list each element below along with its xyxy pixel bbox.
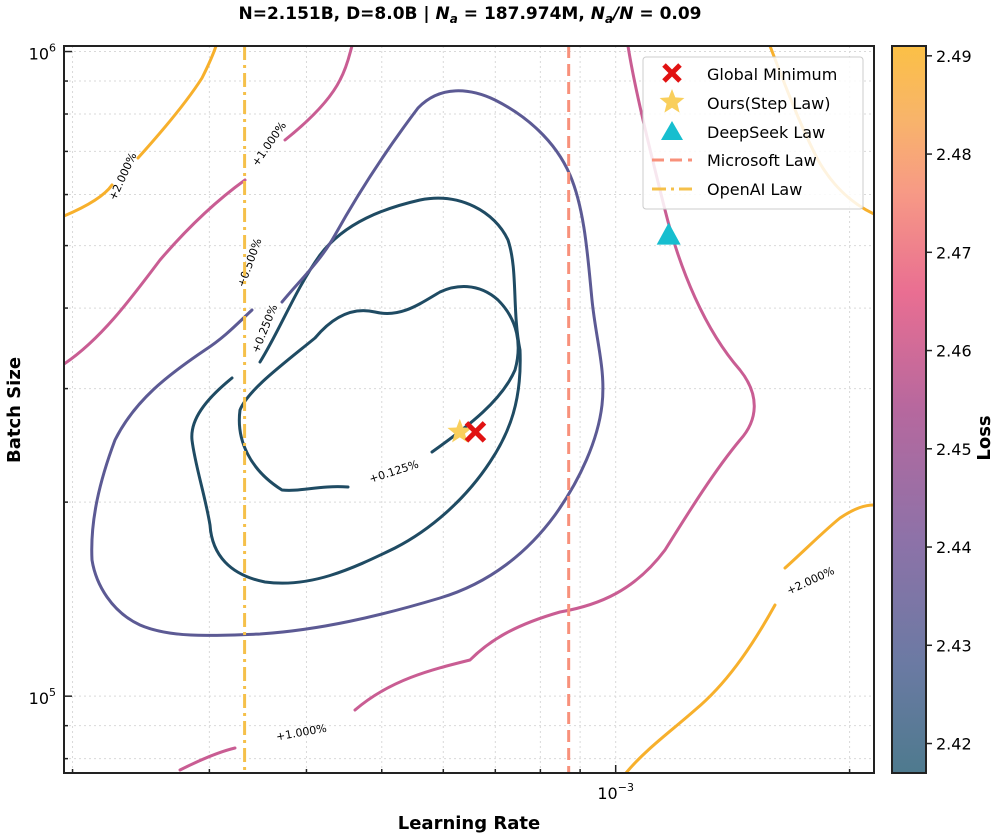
contour-05 [90,89,605,637]
contour-label-05: +0.500% [235,237,265,290]
legend-item-microsoft: Microsoft Law [652,151,817,170]
legend-label: DeepSeek Law [707,123,825,142]
chart-title: N=2.151B, D=8.0B | Na = 187.974M, Na/N =… [238,4,701,26]
contour-025 [190,196,522,585]
colorbar-tick-label: 2.47 [936,243,972,262]
legend-item-openai: OpenAI Law [652,180,802,199]
legend-item-deepseek: DeepSeek Law [661,121,825,142]
contour-label-0125: +0.125% [368,458,421,486]
contour-label-1: +1.000% [249,119,289,168]
y-tick-label: 105 [29,686,56,708]
colorbar-tick-label: 2.43 [936,636,972,655]
triangle-icon [656,222,681,245]
legend-box [642,56,864,210]
legend-label: Global Minimum [707,65,837,84]
contour-2 [136,46,218,160]
colorbar-ticks: 2.42 2.43 2.44 2.45 2.46 2.47 2.48 2.49 [926,47,972,754]
contour-2 [624,603,777,773]
colorbar-tick-label: 2.44 [936,538,972,557]
colorbar-tick-label: 2.48 [936,145,972,164]
contour-1 [64,178,247,366]
legend: Global Minimum Ours(Step Law) DeepSeek L… [642,56,864,210]
x-tick-label: 10−3 [597,781,634,803]
colorbar-tick-label: 2.46 [936,342,972,361]
y-axis-label: Batch Size [4,357,25,463]
contour-1 [178,746,237,772]
legend-label: Microsoft Law [707,151,817,170]
contour-2 [783,503,874,570]
plot-area [63,45,875,774]
deepseek-law-marker [656,222,681,245]
star-icon [659,89,685,113]
contour-2 [64,183,114,218]
x-axis-label: Learning Rate [398,813,540,834]
triangle-icon [661,121,683,140]
legend-item-global-minimum: Global Minimum [662,63,837,84]
colorbar-tick-label: 2.49 [936,47,972,66]
step-law-marker [447,418,473,443]
contour-label-1: +1.000% [275,722,328,744]
axis-ticks [64,50,851,773]
contour-1 [353,46,756,712]
y-tick-label: 106 [29,42,56,64]
contour-label-2: +2.000% [785,564,837,597]
x-marker-stroke [464,421,487,443]
legend-label: Ours(Step Law) [707,94,830,113]
global-minimum-marker [464,421,487,443]
colorbar-tick-label: 2.45 [936,440,972,459]
colorbar [891,45,927,774]
contour-label-025: +0.250% [249,303,280,355]
legend-item-step-law: Ours(Step Law) [659,89,830,113]
legend-label: OpenAI Law [707,180,802,199]
contour-1 [283,46,354,142]
colorbar-label: Loss [974,415,995,460]
contour-0125 [237,285,520,492]
colorbar-tick-label: 2.42 [936,735,972,754]
star-icon [447,418,473,443]
x-marker-icon [662,63,682,83]
